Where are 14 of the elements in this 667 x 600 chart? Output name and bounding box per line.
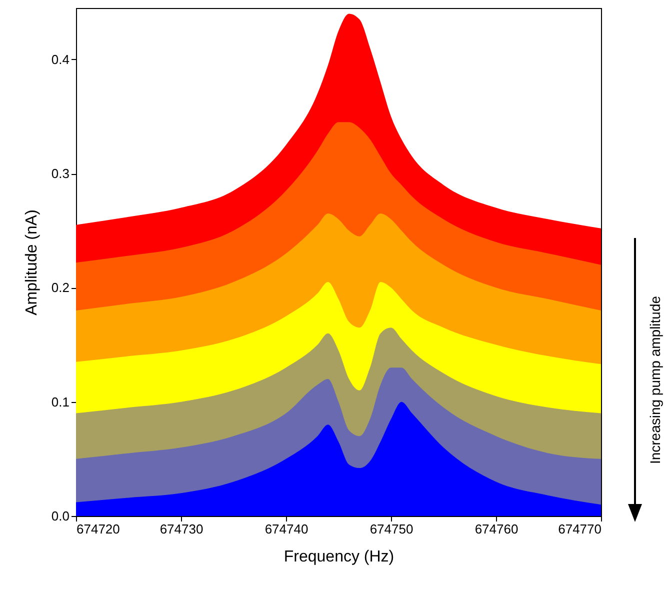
- y-tick-label: 0.2: [51, 280, 70, 296]
- x-tick-label: 674760: [474, 522, 518, 536]
- x-tick-label: 674770: [558, 522, 602, 536]
- y-tick-label: 0.4: [51, 52, 70, 67]
- y-tick-label: 0.3: [51, 166, 70, 182]
- y-tick-label: 0.1: [51, 394, 70, 410]
- x-tick-label: 674730: [160, 522, 204, 536]
- y-axis-title: Amplitude (nA): [23, 210, 40, 316]
- x-tick-label: 674740: [264, 522, 308, 536]
- text: Increasing pump amplitude: [647, 296, 663, 464]
- x-axis-title: Frequency (Hz): [284, 548, 394, 566]
- y-tick-label: 0.0: [51, 508, 70, 524]
- x-tick-label: 674750: [370, 522, 414, 536]
- x-tick-label: 674720: [76, 522, 120, 536]
